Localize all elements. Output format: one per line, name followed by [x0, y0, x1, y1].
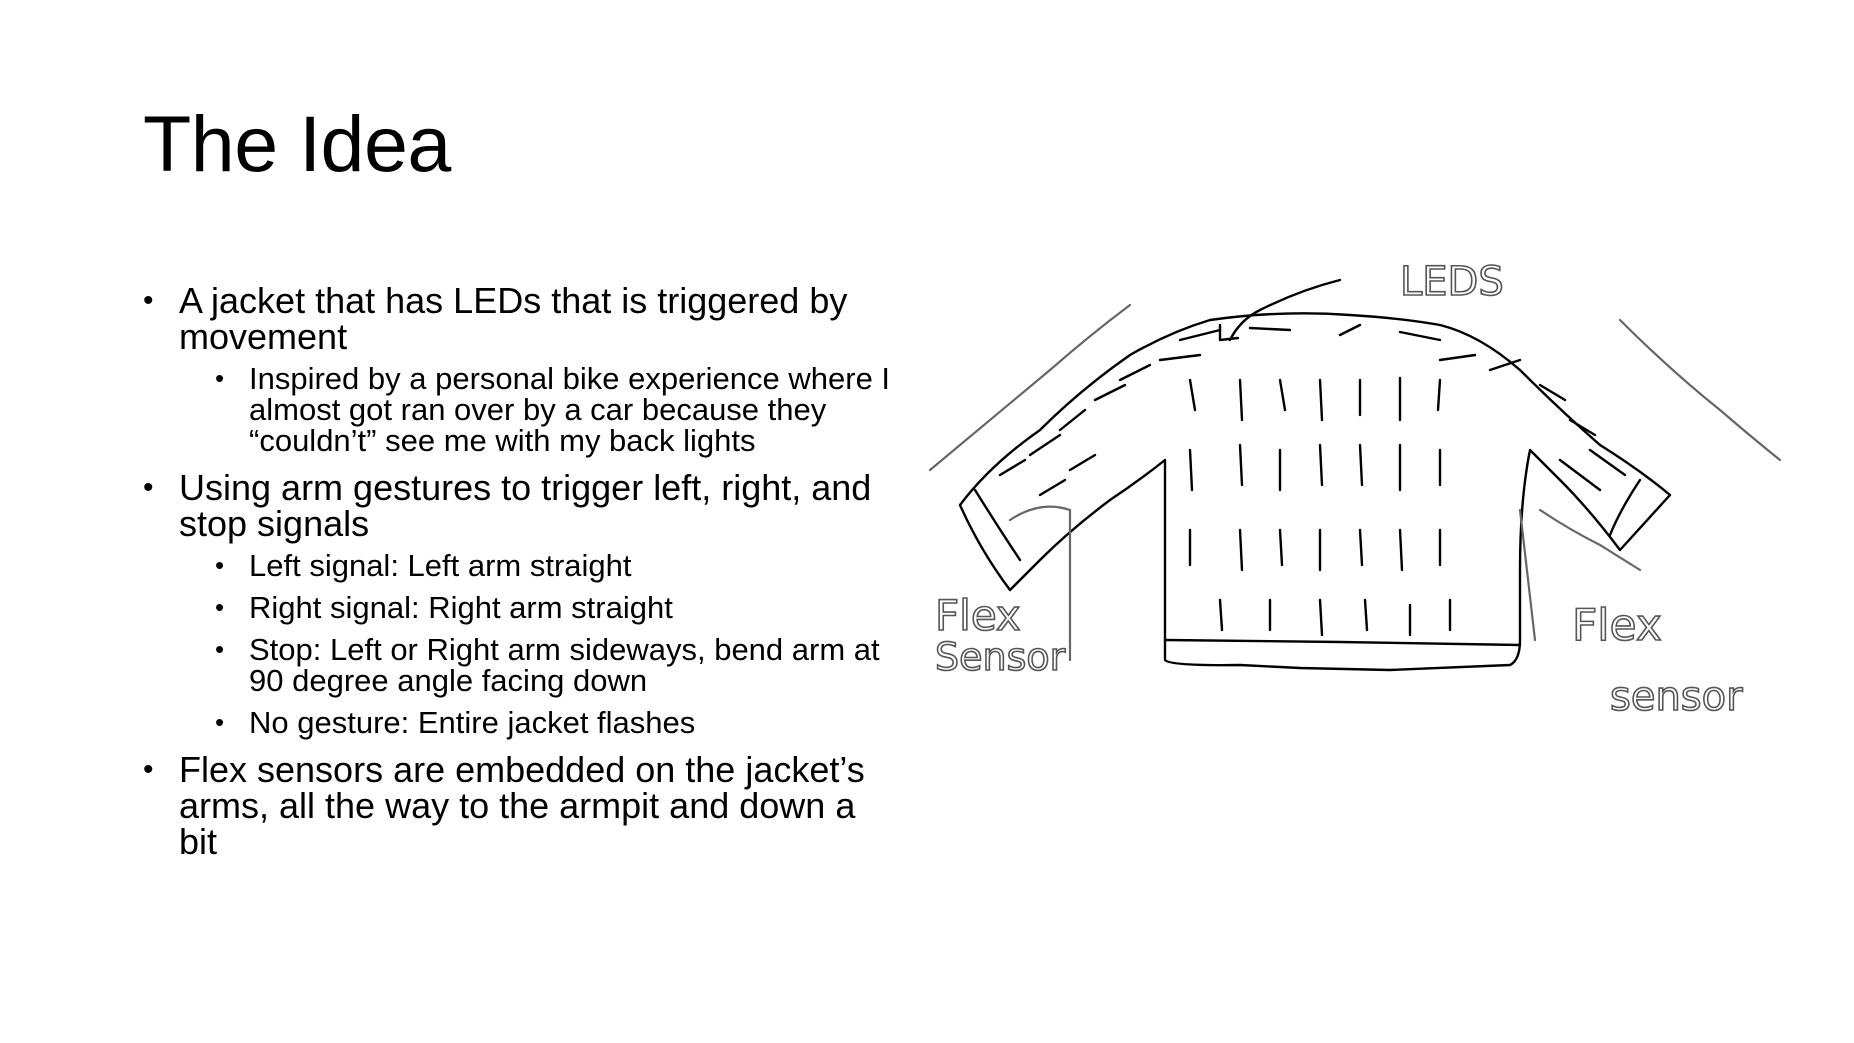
left-sensor-label-line-2: Sensor [935, 635, 1066, 679]
left-sensor-label-line-1: Flex [935, 591, 1021, 640]
left-flex-sensor-line [1008, 505, 1072, 662]
right-motion-line [1618, 318, 1782, 462]
sub-bullet-item: Inspired by a personal bike experience w… [215, 363, 903, 456]
led-dashes-sleeves [998, 323, 1627, 497]
sub-bullet-item: Right signal: Right arm straight [215, 592, 903, 623]
right-sensor-label-line-1: Flex [1572, 600, 1662, 651]
jacket-outline [958, 312, 1672, 672]
sub-bullet-list: Inspired by a personal bike experience w… [179, 363, 903, 456]
bullet-item: Flex sensors are embedded on the jacket’… [143, 752, 903, 860]
sub-bullet-item: No gesture: Entire jacket flashes [215, 707, 903, 738]
jacket-waistband [1163, 638, 1522, 647]
right-flex-sensor-line [1518, 508, 1642, 642]
bullet-item: Using arm gestures to trigger left, righ… [143, 467, 903, 739]
sub-bullet-list: Left signal: Left arm straight Right sig… [179, 550, 903, 738]
right-cuff [1608, 478, 1642, 537]
sub-bullet-item: Stop: Left or Right arm sideways, bend a… [215, 634, 903, 696]
bullet-text: A jacket that has LEDs that is triggered… [179, 280, 848, 357]
right-sensor-label-line-2: sensor [1610, 674, 1743, 720]
bullet-text: Flex sensors are embedded on the jacket’… [179, 749, 865, 862]
bullet-text: Using arm gestures to trigger left, righ… [179, 467, 872, 544]
jacket-sketch: LEDS Flex Sensor Flex sensor [928, 260, 1782, 721]
led-dashes [1188, 376, 1452, 637]
left-motion-line [928, 303, 1132, 472]
sub-bullet-item: Left signal: Left arm straight [215, 550, 903, 581]
bullet-item: A jacket that has LEDs that is triggered… [143, 280, 903, 457]
bullet-list: A jacket that has LEDs that is triggered… [143, 283, 903, 874]
leds-label: LEDS [1400, 260, 1504, 305]
leds-arrow [1218, 278, 1342, 342]
left-cuff [973, 488, 1022, 562]
slide-title: The Idea [143, 99, 451, 188]
